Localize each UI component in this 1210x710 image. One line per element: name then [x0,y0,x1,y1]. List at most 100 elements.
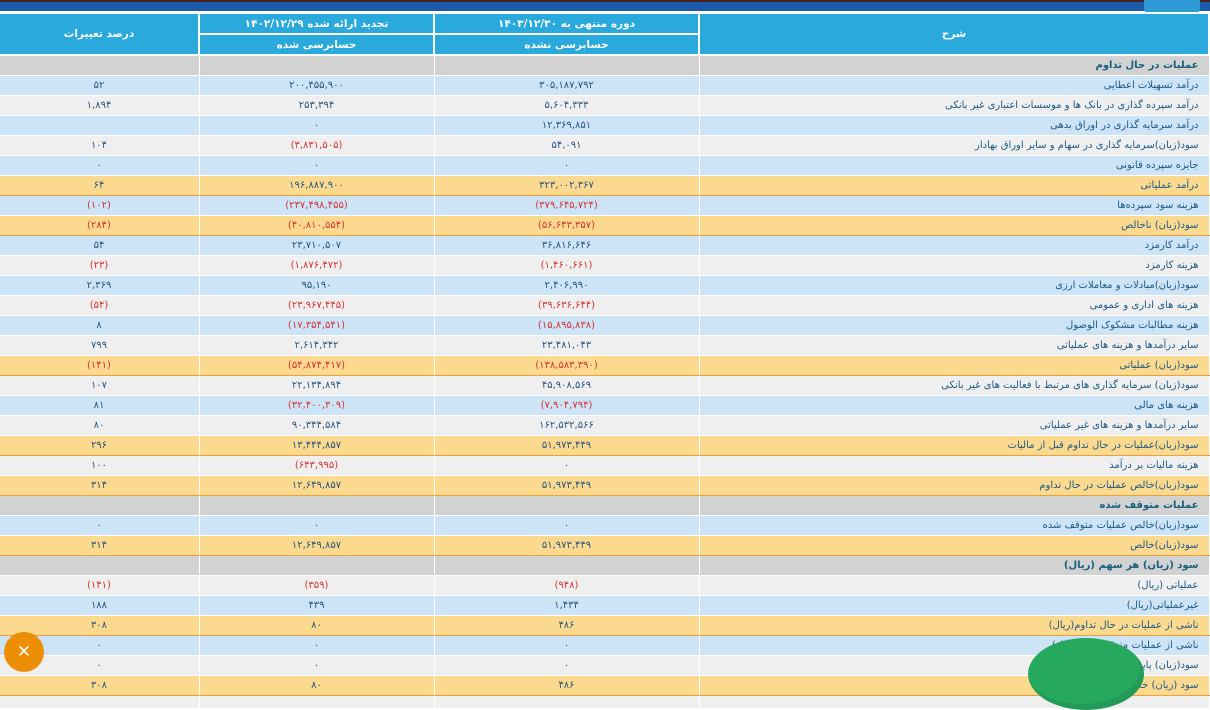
table-row: سود(زیان) ناخالص (۵۶,۶۴۳,۳۵۷) (۴۰,۸۱۰,۵۵۴)… [0,215,1210,236]
restated-value-cell: (۱,۸۷۶,۴۷۲) [198,255,435,276]
restated-value-cell: (۲۳,۹۶۷,۴۴۵) [198,295,435,316]
current-period-value-cell: ۳۲۳,۰۰۲,۳۶۷ [433,175,700,196]
top-right-tab[interactable] [1144,0,1200,13]
row-label-cell [698,695,1210,709]
restated-value-cell: (۳۵۹) [198,575,435,596]
percent-change-cell: ۵۲ [0,75,200,96]
percent-change-cell: ۲,۳۶۹ [0,275,200,296]
current-period-value-cell: (۱,۴۶۰,۶۶۱) [433,255,700,276]
percent-change-cell [0,695,200,709]
current-period-value-cell: ۵۴,۰۹۱ [433,135,700,156]
table-row: هزینه مطالبات مشکوک الوصول (۱۵,۸۹۵,۸۳۸) (۱… [0,315,1210,336]
restated-value-cell: (۳,۸۳۱,۵۰۵) [198,135,435,156]
section-row: عملیات در حال تداوم [0,54,1210,76]
restated-value-cell: ۲۲,۱۳۴,۸۹۴ [198,375,435,396]
restated-value-cell: (۵۴,۸۷۴,۴۱۷) [198,355,435,376]
table-row: سایر درآمدها و هزینه های غیر عملیاتی ۱۶۲,… [0,415,1210,436]
row-label-cell: غیرعملیاتی(ریال) [698,595,1210,616]
percent-change-cell: (۲۳) [0,255,200,276]
current-period-value-cell [433,495,700,516]
column-header-description: شرح [698,12,1210,56]
close-widget-button[interactable]: ✕ [4,632,44,672]
table-row: سود(زیان)خالص عملیات در حال تداوم ۵۱,۹۷۳,… [0,475,1210,496]
table-row: سود(زیان) سرمایه گذاری های مرتبط با فعال… [0,375,1210,396]
current-period-value-cell: ۴۸۶ [433,615,700,636]
restated-value-cell: (۱۷,۳۵۴,۵۴۱) [198,315,435,336]
row-label-cell: عملیاتی (ریال) [698,575,1210,596]
restated-value-cell: ۸۰ [198,615,435,636]
chat-widget-blob[interactable] [1028,638,1144,710]
row-label-cell: عملیات متوقف شده [698,495,1210,516]
restated-value-cell: ۹۵,۱۹۰ [198,275,435,296]
row-label-cell: هزینه کارمزد [698,255,1210,276]
restated-value-cell: ۰ [198,635,435,656]
current-period-value-cell: ۰ [433,655,700,676]
current-period-value-cell [433,555,700,576]
restated-value-cell: ۰ [198,655,435,676]
current-period-value-cell: ۵,۶۰۴,۳۳۳ [433,95,700,116]
row-label-cell: سود(زیان)مبادلات و معاملات ارزی [698,275,1210,296]
table-row: درآمد کارمزد ۳۶,۸۱۶,۶۴۶ ۲۳,۷۱۰,۵۰۷ ۵۴ [0,235,1210,256]
restated-value-cell: (۳۲,۴۰۰,۳۰۹) [198,395,435,416]
section-row: سود (زیان) هر سهم (ریال) [0,555,1210,576]
current-period-value-cell: ۰ [433,515,700,536]
percent-change-cell: (۲۸۴) [0,215,200,236]
restated-value-cell [198,695,435,709]
percent-change-cell: (۵۴) [0,295,200,316]
restated-value-cell: ۹۰,۳۴۴,۵۸۴ [198,415,435,436]
restated-value-cell: ۰ [198,115,435,136]
percent-change-cell: ۸۰ [0,415,200,436]
percent-change-cell: ۶۴ [0,175,200,196]
row-label-cell: سایر درآمدها و هزینه های غیر عملیاتی [698,415,1210,436]
current-period-value-cell: (۳۷۹,۶۴۵,۷۲۴) [433,195,700,216]
window-top-edge [0,0,1210,2]
table-row: سود(زیان)سرمایه گذاری در سهام و سایر اور… [0,135,1210,156]
table-row: سایر درآمدها و هزینه های عملیاتی ۲۳,۴۸۱,۰… [0,335,1210,356]
restated-value-cell: ۲,۶۱۴,۳۴۲ [198,335,435,356]
percent-change-cell: ۰ [0,635,200,656]
table-row: سود(زیان)خالص ۵۱,۹۷۳,۴۴۹ ۱۲,۶۴۹,۸۵۷ ۳۱۴ [0,535,1210,556]
current-period-value-cell: ۱۶۲,۵۳۲,۵۶۶ [433,415,700,436]
table-row: سود(زیان) عملیاتی (۱۳۸,۵۸۳,۳۹۰) (۵۴,۸۷۴,۴۱… [0,355,1210,376]
restated-value-cell: ۰ [198,515,435,536]
row-label-cell: سود(زیان) سرمایه گذاری های مرتبط با فعال… [698,375,1210,396]
current-period-value-cell: (۱۳۸,۵۸۳,۳۹۰) [433,355,700,376]
percent-change-cell [0,555,200,576]
table-header: شرح دوره منتهی به ۱۴۰۳/۱۲/۳۰ تجدید ارائه… [0,12,1210,56]
row-label-cell: درآمد عملیاتی [698,175,1210,196]
current-period-value-cell: ۳۶,۸۱۶,۶۴۶ [433,235,700,256]
restated-value-cell: ۴۳۹ [198,595,435,616]
row-label-cell: هزینه سود سپرده‌ها [698,195,1210,216]
row-label-cell: هزینه مطالبات مشکوک الوصول [698,315,1210,336]
column-subheader-audited: حسابرسی شده [198,33,435,56]
financial-statements-table: شرح دوره منتهی به ۱۴۰۳/۱۲/۳۰ تجدید ارائه… [0,12,1210,709]
current-period-value-cell: (۱۵,۸۹۵,۸۳۸) [433,315,700,336]
statement-table-container: شرح دوره منتهی به ۱۴۰۳/۱۲/۳۰ تجدید ارائه… [0,12,1210,709]
row-label-cell: سود (زیان) هر سهم (ریال) [698,555,1210,576]
row-label-cell: هزینه مالیات بر درآمد [698,455,1210,476]
percent-change-cell: ۸۱ [0,395,200,416]
current-period-value-cell: ۵۱,۹۷۳,۴۴۹ [433,475,700,496]
current-period-value-cell: (۵۶,۶۴۳,۳۵۷) [433,215,700,236]
column-header-current-period: دوره منتهی به ۱۴۰۳/۱۲/۳۰ [433,12,700,35]
current-period-value-cell: ۵۱,۹۷۳,۴۴۹ [433,535,700,556]
row-label-cell: سود(زیان)خالص [698,535,1210,556]
percent-change-cell: ۱,۸۹۴ [0,95,200,116]
percent-change-cell: ۱۸۸ [0,595,200,616]
row-label-cell: هزینه های اداری و عمومی [698,295,1210,316]
row-label-cell: ناشی از عملیات در حال تداوم(ریال) [698,615,1210,636]
row-label-cell: سود(زیان)خالص عملیات در حال تداوم [698,475,1210,496]
table-row: هزینه های مالی (۷,۹۰۴,۷۹۴) (۳۲,۴۰۰,۳۰۹) ۸۱ [0,395,1210,416]
row-label-cell: درآمد تسهیلات اعطایی [698,75,1210,96]
restated-value-cell: ۸۰ [198,675,435,696]
current-period-value-cell: ۴۵,۹۰۸,۵۶۹ [433,375,700,396]
table-row: درآمد سرمایه گذاری در اوراق بدهی ۱۲,۳۶۹,۸… [0,115,1210,136]
restated-value-cell: ۲۳,۷۱۰,۵۰۷ [198,235,435,256]
current-period-value-cell: ۲۳,۴۸۱,۰۴۳ [433,335,700,356]
current-period-value-cell: ۳۰۵,۱۸۷,۷۹۲ [433,75,700,96]
table-row: سود(زیان)مبادلات و معاملات ارزی ۲,۴۰۶,۹۹۰… [0,275,1210,296]
percent-change-cell: ۰ [0,515,200,536]
percent-change-cell: ۳۱۴ [0,535,200,556]
row-label-cell: عملیات در حال تداوم [698,54,1210,76]
current-period-value-cell [433,695,700,709]
